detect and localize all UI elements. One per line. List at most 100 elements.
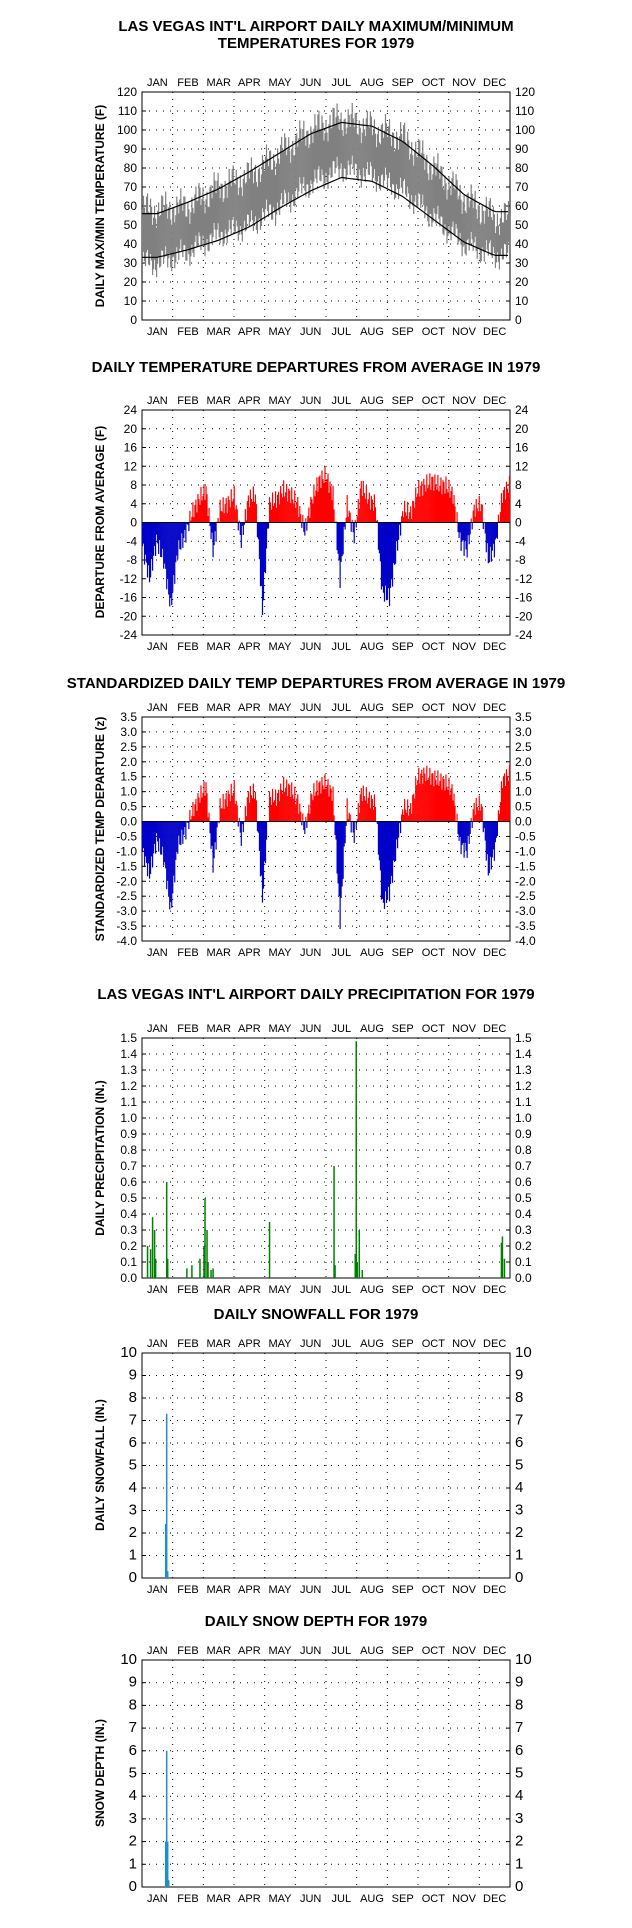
month-label-top: DEC xyxy=(483,77,506,89)
y-tick-label-right: -4.0 xyxy=(515,934,536,948)
y-tick-label-left: 0.8 xyxy=(120,1143,137,1157)
month-label-bottom: APR xyxy=(238,947,261,959)
y-tick-label-right: 0.0 xyxy=(515,1271,532,1285)
month-label-top: AUG xyxy=(360,1023,384,1035)
month-label-bottom: JAN xyxy=(147,326,168,338)
chart-marks xyxy=(146,1041,506,1278)
month-label-bottom: APR xyxy=(238,1584,261,1596)
y-tick-label-right: 7 xyxy=(515,1412,523,1429)
month-label-bottom: JUN xyxy=(300,1893,321,1905)
chart-marks xyxy=(164,1750,170,1887)
y-tick-label-right: 4 xyxy=(515,497,522,511)
y-tick-label-left: 50 xyxy=(124,218,138,232)
y-tick-label-left: 0.3 xyxy=(120,1223,137,1237)
month-label-top: NOV xyxy=(452,395,477,407)
month-label-top: JUL xyxy=(332,77,352,89)
y-tick-label-right: 5 xyxy=(515,1457,523,1474)
y-tick-label-left: 2 xyxy=(129,1524,137,1541)
y-tick-label-left: 0.5 xyxy=(120,1191,137,1205)
y-tick-label-left: 4 xyxy=(130,497,137,511)
y-tick-label-right: 80 xyxy=(515,161,529,175)
month-label-top: MAR xyxy=(206,395,231,407)
y-tick-label-right: 1.1 xyxy=(515,1095,532,1109)
month-label-bottom: MAY xyxy=(268,641,292,653)
y-tick-label-right: -0.5 xyxy=(515,829,536,843)
month-label-top: AUG xyxy=(360,702,384,714)
chart-marks xyxy=(141,102,511,278)
month-label-top: JUN xyxy=(300,1023,321,1035)
y-tick-label-right: 8 xyxy=(515,1696,523,1713)
y-tick-label-left: 5 xyxy=(129,1457,137,1474)
chart-title: STANDARDIZED DAILY TEMP DEPARTURES FROM … xyxy=(0,675,632,692)
chart-title: LAS VEGAS INT'L AIRPORT DAILY PRECIPITAT… xyxy=(0,986,632,1003)
month-label-bottom: NOV xyxy=(452,1893,477,1905)
y-axis-label: DAILY SNOWFALL (IN.) xyxy=(93,1399,107,1531)
month-label-top: JUL xyxy=(332,1338,352,1350)
month-label-bottom: OCT xyxy=(422,1893,446,1905)
y-tick-label-left: -4 xyxy=(126,534,137,548)
month-label-top: JUN xyxy=(300,702,321,714)
y-tick-label-right: 90 xyxy=(515,142,529,156)
y-tick-label-left: 40 xyxy=(124,237,138,251)
y-tick-label-right: 10 xyxy=(515,1344,532,1361)
y-tick-label-right: 8 xyxy=(515,478,522,492)
month-label-bottom: JAN xyxy=(147,1893,168,1905)
month-label-top: JAN xyxy=(147,1338,168,1350)
month-label-bottom: JUL xyxy=(332,947,352,959)
y-tick-label-right: 110 xyxy=(515,104,534,118)
normal-max-line xyxy=(142,121,508,215)
y-tick-label-left: 30 xyxy=(124,256,138,270)
month-label-bottom: JUN xyxy=(300,947,321,959)
y-tick-label-left: 0.0 xyxy=(120,1271,137,1285)
y-tick-label-left: -3.0 xyxy=(116,904,137,918)
month-label-bottom: NOV xyxy=(452,947,477,959)
month-label-bottom: NOV xyxy=(452,1584,477,1596)
y-tick-label-left: -20 xyxy=(120,609,138,623)
month-label-bottom: JUL xyxy=(332,326,352,338)
y-tick-label-right: 120 xyxy=(515,85,535,99)
month-label-top: JAN xyxy=(147,702,168,714)
month-label-top: JAN xyxy=(147,77,168,89)
chart-title-line: DAILY SNOW DEPTH FOR 1979 xyxy=(204,1613,428,1630)
month-label-bottom: JUL xyxy=(332,641,352,653)
month-label-top: DEC xyxy=(483,1023,506,1035)
month-label-top: FEB xyxy=(177,1023,198,1035)
month-label-top: JUL xyxy=(332,395,352,407)
month-label-bottom: JUN xyxy=(300,326,321,338)
y-tick-label-right: 0.9 xyxy=(515,1127,532,1141)
y-tick-label-left: 0 xyxy=(129,1878,137,1895)
y-tick-label-left: 6 xyxy=(129,1742,137,1759)
chart-title-line: DAILY SNOWFALL FOR 1979 xyxy=(213,1306,419,1323)
y-tick-label-right: 9 xyxy=(515,1674,523,1691)
y-tick-label-left: 2.0 xyxy=(120,755,137,769)
month-label-top: APR xyxy=(238,1023,261,1035)
month-label-bottom: NOV xyxy=(452,1284,477,1296)
y-tick-label-right: 4 xyxy=(515,1479,523,1496)
month-label-bottom: MAR xyxy=(206,1284,231,1296)
y-tick-label-right: 1.0 xyxy=(515,1111,532,1125)
y-tick-label-left: -1.5 xyxy=(116,859,137,873)
y-tick-label-left: 8 xyxy=(129,1696,137,1713)
month-label-bottom: OCT xyxy=(422,947,446,959)
month-label-bottom: JUN xyxy=(300,641,321,653)
month-label-top: NOV xyxy=(452,702,477,714)
y-tick-label-left: 1.0 xyxy=(120,1111,137,1125)
month-label-top: JUL xyxy=(332,1645,352,1657)
y-tick-label-left: -2.5 xyxy=(116,889,137,903)
month-label-top: MAY xyxy=(268,77,292,89)
y-tick-label-left: 16 xyxy=(124,441,138,455)
y-tick-label-right: 3 xyxy=(515,1502,523,1519)
y-tick-label-right: 60 xyxy=(515,199,529,213)
y-tick-label-right: 2 xyxy=(515,1833,523,1850)
y-tick-label-left: 1.1 xyxy=(120,1095,137,1109)
month-label-top: APR xyxy=(238,1645,261,1657)
chart-title: DAILY SNOWFALL FOR 1979 xyxy=(0,1306,632,1323)
month-label-bottom: SEP xyxy=(392,947,414,959)
y-tick-label-left: -3.5 xyxy=(116,919,137,933)
y-tick-label-right: 3.5 xyxy=(515,710,532,724)
y-tick-label-left: -24 xyxy=(120,628,138,642)
chart-title: DAILY TEMPERATURE DEPARTURES FROM AVERAG… xyxy=(0,359,632,376)
month-label-top: FEB xyxy=(177,1645,198,1657)
y-tick-label-left: 0.2 xyxy=(120,1239,137,1253)
month-label-bottom: SEP xyxy=(392,1893,414,1905)
